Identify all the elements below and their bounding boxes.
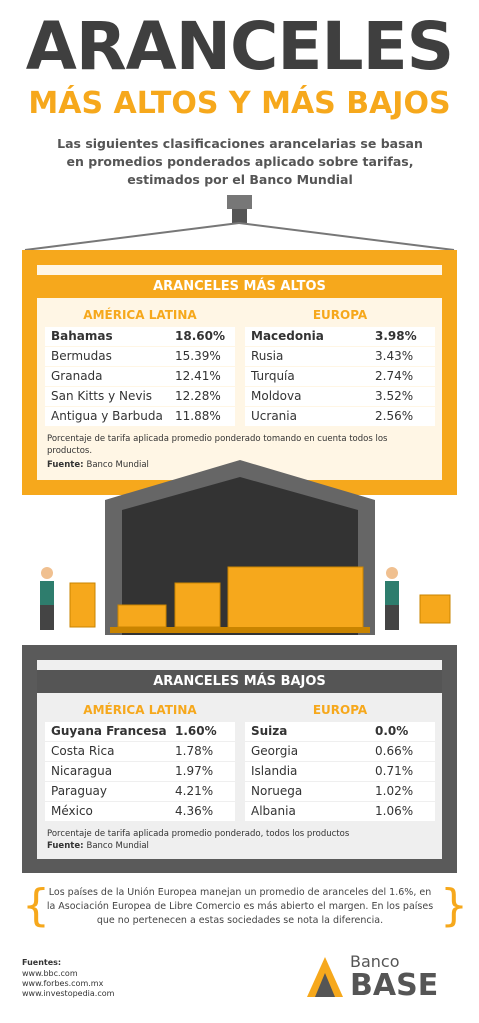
source-label: Fuente: <box>47 841 84 851</box>
region-title: EUROPA <box>312 703 368 717</box>
warehouse <box>40 460 451 635</box>
country: Moldova <box>251 389 302 403</box>
country: Suiza <box>251 724 288 738</box>
tariff: 0.0% <box>375 724 409 738</box>
country: México <box>51 804 93 818</box>
country: Antigua y Barbuda <box>51 409 163 423</box>
row-bg <box>245 327 435 346</box>
tariff: 2.74% <box>375 369 414 383</box>
row-bg <box>245 802 435 821</box>
country: Islandia <box>251 764 298 778</box>
row-bg <box>45 347 235 366</box>
logo-mark <box>307 957 343 997</box>
tariff: 2.56% <box>375 409 414 423</box>
tariff: 1.60% <box>175 724 217 738</box>
tariff: 0.66% <box>375 744 414 758</box>
tariff: 0.71% <box>375 764 414 778</box>
country: Guyana Francesa <box>51 724 167 738</box>
region-title: EUROPA <box>312 308 368 322</box>
brand-bottom: BASE <box>350 968 439 1003</box>
country: Turquía <box>251 369 295 383</box>
country: Rusia <box>251 349 284 363</box>
sources: www.bbc.com www.forbes.com.mx www.investop… <box>22 969 114 999</box>
country: Costa Rica <box>51 744 115 758</box>
footer-note: Los países de la Unión Europea manejan u… <box>46 887 434 926</box>
row-bg <box>45 722 235 741</box>
country: Ucrania <box>251 409 297 423</box>
country: Nicaragua <box>51 764 113 778</box>
tariff: 3.43% <box>375 349 414 363</box>
subtitle: MÁS ALTOS Y MÁS BAJOS <box>28 86 451 121</box>
tariff: 3.98% <box>375 329 417 343</box>
tariff: 1.97% <box>175 764 214 778</box>
low-panel: ARANCELES MÁS BAJOS AMÉRICA LATINA Guyana … <box>22 645 457 873</box>
note: Porcentaje de tarifa aplicada promedio p… <box>47 829 350 839</box>
tariff: 4.21% <box>175 784 214 798</box>
country: Georgia <box>251 744 299 758</box>
row-bg <box>45 367 235 386</box>
country: Bahamas <box>51 329 113 343</box>
row-bg <box>45 762 235 781</box>
country: Granada <box>51 369 103 383</box>
source-label: Fuente: <box>47 460 84 470</box>
country: San Kitts y Nevis <box>51 389 153 403</box>
country: Macedonia <box>251 329 324 343</box>
brace: { <box>22 880 50 931</box>
source-url: www.forbes.com.mx <box>22 979 104 988</box>
country: Bermudas <box>51 349 112 363</box>
source: Fuente: Banco Mundial <box>47 840 432 852</box>
hanger <box>24 195 455 251</box>
high-panel: ARANCELES MÁS ALTOS AMÉRICA LATINA Bahamas… <box>22 250 457 495</box>
tariff: 12.28% <box>175 389 221 403</box>
title: ARANCELES <box>25 8 454 85</box>
tariff: 11.88% <box>175 409 221 423</box>
row-bg <box>45 802 235 821</box>
row-bg <box>45 742 235 761</box>
country: Albania <box>251 804 296 818</box>
row-bg <box>245 347 435 366</box>
section-title: ARANCELES MÁS ALTOS <box>37 275 442 298</box>
row-bg <box>245 367 435 386</box>
row-bg <box>245 782 435 801</box>
brace: } <box>440 880 468 931</box>
tariff: 3.52% <box>375 389 414 403</box>
row-bg <box>245 762 435 781</box>
row-bg <box>45 407 235 426</box>
tariff: 1.06% <box>375 804 414 818</box>
row-bg <box>245 742 435 761</box>
row-bg <box>45 782 235 801</box>
row-bg <box>245 722 435 741</box>
note: Porcentaje de tarifa aplicada promedio p… <box>47 434 388 456</box>
brand-top: Banco <box>350 952 400 971</box>
tariff: 15.39% <box>175 349 221 363</box>
source: Fuente: Banco Mundial <box>47 459 432 471</box>
intro: Las siguientes clasificaciones arancelar… <box>57 136 423 187</box>
tariff: 18.60% <box>175 329 225 343</box>
country: Paraguay <box>51 784 108 798</box>
section-title: ARANCELES MÁS BAJOS <box>37 670 442 693</box>
source-text: Banco Mundial <box>86 460 149 470</box>
source-url: www.investopedia.com <box>22 989 115 998</box>
tariff: 1.78% <box>175 744 214 758</box>
row-bg <box>45 387 235 406</box>
tariff: 1.02% <box>375 784 414 798</box>
source-url: www.bbc.com <box>22 969 78 978</box>
country: Noruega <box>251 784 303 798</box>
region-title: AMÉRICA LATINA <box>83 308 197 322</box>
tariff: 4.36% <box>175 804 214 818</box>
source-text: Banco Mundial <box>86 841 149 851</box>
region-title: AMÉRICA LATINA <box>83 703 197 717</box>
row-bg <box>245 407 435 426</box>
row-bg <box>245 387 435 406</box>
sources-title: Fuentes: <box>22 958 62 967</box>
tariff: 12.41% <box>175 369 221 383</box>
row-bg <box>45 327 235 346</box>
